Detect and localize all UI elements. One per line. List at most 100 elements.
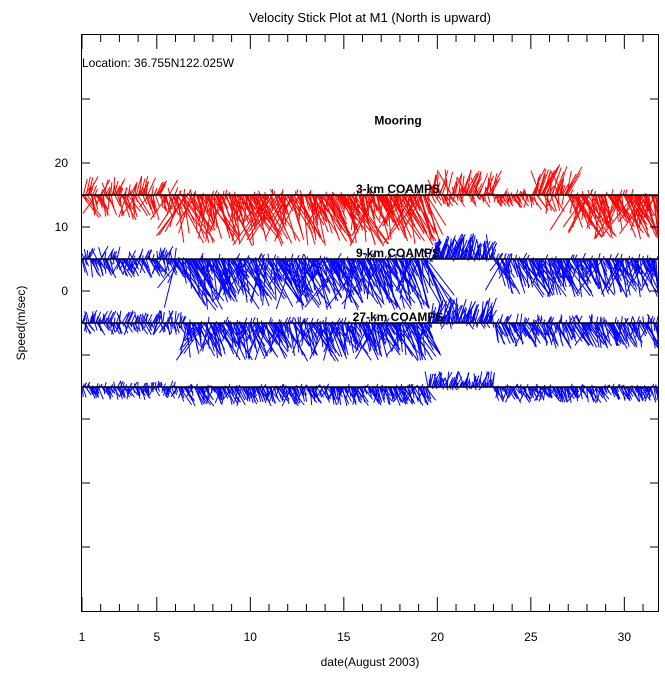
velocity-stick: [243, 194, 265, 223]
velocity-stick: [224, 258, 240, 293]
velocity-stick: [604, 258, 624, 289]
velocity-stick: [532, 258, 544, 284]
velocity-stick: [147, 386, 150, 393]
velocity-stick: [204, 194, 209, 216]
velocity-stick: [350, 194, 357, 231]
velocity-stick: [437, 184, 440, 196]
y-axis-label: Speed(m/sec): [14, 286, 28, 361]
velocity-stick: [437, 194, 442, 201]
velocity-stick: [240, 194, 246, 211]
velocity-stick: [151, 258, 162, 274]
velocity-stick: [598, 322, 601, 331]
velocity-stick: [245, 386, 249, 402]
velocity-stick: [280, 322, 289, 352]
velocity-stick: [183, 322, 206, 354]
velocity-stick: [401, 253, 405, 260]
velocity-stick: [297, 316, 300, 324]
velocity-stick: [380, 322, 385, 340]
velocity-stick: [238, 322, 247, 336]
velocity-stick: [350, 322, 358, 351]
velocity-stick: [517, 386, 522, 394]
velocity-stick: [629, 258, 642, 288]
velocity-stick: [152, 253, 155, 260]
velocity-stick: [147, 386, 150, 399]
velocity-stick: [552, 258, 562, 278]
velocity-stick: [166, 194, 172, 216]
velocity-stick: [443, 194, 447, 202]
velocity-stick: [631, 322, 640, 341]
velocity-stick: [607, 258, 625, 292]
velocity-stick: [160, 183, 164, 196]
velocity-stick: [565, 258, 573, 278]
velocity-stick: [329, 258, 337, 301]
velocity-stick: [642, 316, 645, 324]
velocity-stick: [160, 381, 163, 388]
velocity-stick: [109, 258, 115, 274]
velocity-stick: [464, 381, 469, 388]
velocity-stick: [190, 386, 194, 397]
velocity-stick: [525, 258, 534, 288]
velocity-stick: [101, 182, 108, 196]
velocity-stick: [238, 322, 253, 342]
velocity-stick: [541, 322, 546, 336]
velocity-stick: [568, 258, 580, 287]
velocity-stick: [373, 316, 377, 324]
velocity-stick: [164, 251, 169, 260]
velocity-stick: [335, 194, 347, 221]
velocity-stick: [466, 248, 474, 260]
velocity-stick: [137, 194, 151, 216]
velocity-stick: [103, 179, 109, 196]
velocity-stick: [655, 258, 659, 288]
velocity-stick: [153, 386, 161, 397]
velocity-stick: [237, 258, 253, 295]
velocity-stick: [568, 386, 572, 403]
velocity-stick: [418, 386, 429, 406]
velocity-stick: [110, 194, 114, 205]
velocity-stick: [596, 386, 602, 403]
velocity-stick: [84, 258, 88, 265]
velocity-stick: [198, 194, 204, 221]
velocity-stick: [560, 184, 564, 196]
velocity-stick: [598, 386, 604, 394]
velocity-stick: [185, 258, 207, 307]
velocity-stick: [292, 322, 304, 353]
velocity-stick: [142, 312, 147, 324]
velocity-stick: [611, 322, 622, 343]
velocity-stick: [245, 322, 257, 349]
velocity-stick: [408, 258, 425, 306]
velocity-stick: [385, 194, 408, 223]
velocity-stick: [633, 258, 645, 281]
velocity-stick: [119, 386, 127, 396]
velocity-stick: [568, 194, 590, 234]
velocity-stick: [360, 386, 366, 403]
velocity-stick: [95, 386, 101, 394]
velocity-stick: [505, 258, 513, 293]
velocity-stick: [350, 322, 357, 341]
x-tick-label: 20: [431, 630, 445, 644]
velocity-stick: [631, 188, 634, 196]
velocity-stick: [538, 174, 546, 196]
velocity-stick: [85, 386, 90, 393]
velocity-stick: [278, 386, 287, 398]
velocity-stick: [505, 188, 508, 196]
velocity-stick: [145, 182, 149, 196]
velocity-stick: [319, 194, 333, 234]
velocity-stick: [175, 194, 196, 226]
velocity-stick: [413, 194, 421, 211]
velocity-stick: [378, 386, 386, 403]
velocity-stick: [180, 315, 183, 324]
velocity-stick: [83, 249, 87, 260]
velocity-stick: [529, 258, 539, 271]
velocity-stick: [461, 175, 465, 196]
velocity-stick: [576, 258, 583, 298]
velocity-stick: [295, 189, 299, 196]
velocity-stick: [147, 314, 153, 324]
velocity-stick: [513, 322, 515, 332]
velocity-stick: [504, 194, 509, 204]
velocity-stick: [309, 322, 328, 360]
velocity-stick: [537, 314, 539, 324]
velocity-stick: [593, 194, 623, 240]
velocity-stick: [453, 238, 461, 260]
velocity-stick: [160, 194, 164, 209]
velocity-stick: [581, 386, 588, 398]
